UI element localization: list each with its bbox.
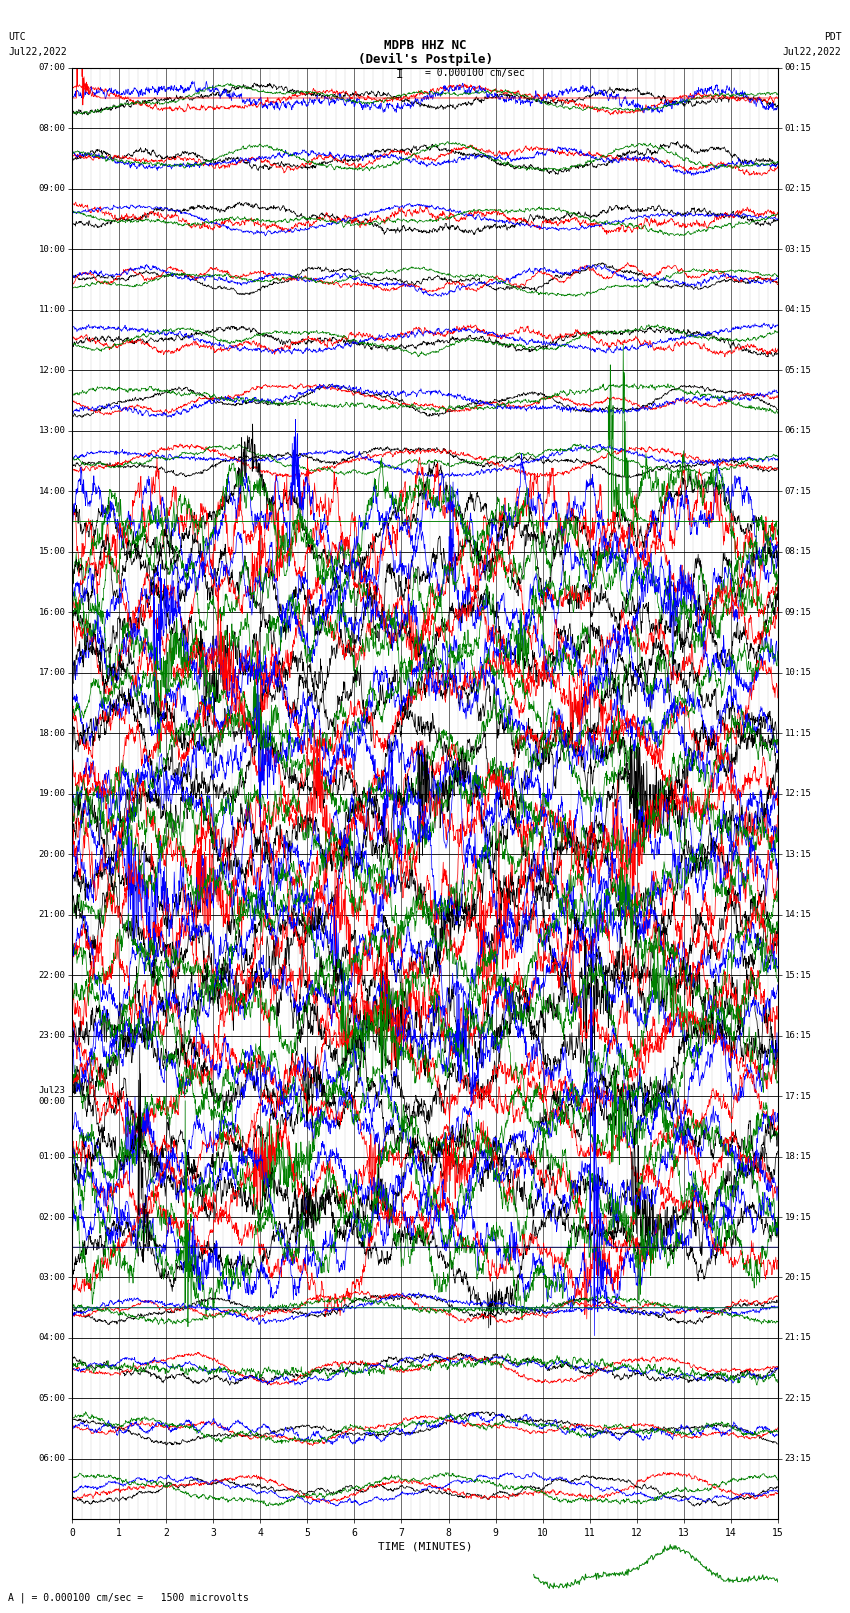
Text: MDPB HHZ NC: MDPB HHZ NC [383, 39, 467, 52]
Text: (Devil's Postpile): (Devil's Postpile) [358, 53, 492, 66]
Text: UTC: UTC [8, 32, 26, 42]
Text: PDT: PDT [824, 32, 842, 42]
Text: Jul22,2022: Jul22,2022 [8, 47, 67, 56]
Text: = 0.000100 cm/sec: = 0.000100 cm/sec [425, 68, 524, 77]
Text: I: I [396, 68, 403, 81]
Text: Jul22,2022: Jul22,2022 [783, 47, 842, 56]
X-axis label: TIME (MINUTES): TIME (MINUTES) [377, 1542, 473, 1552]
Text: A | = 0.000100 cm/sec =   1500 microvolts: A | = 0.000100 cm/sec = 1500 microvolts [8, 1592, 249, 1603]
